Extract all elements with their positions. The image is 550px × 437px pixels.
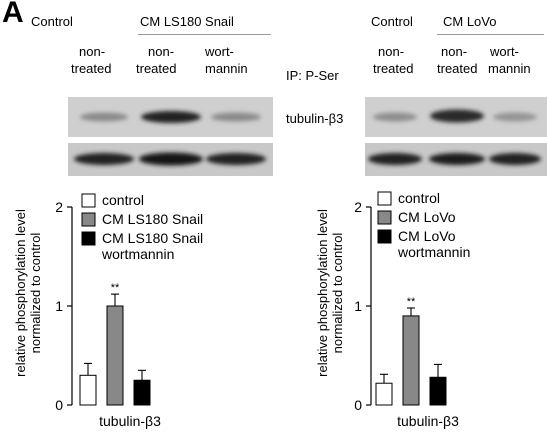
right-chart: 0 1 2 ** tubulin-β3 control CM LoVo CM LoVo wort… [300,185,550,430]
left-lane1-line2: treated [71,61,112,76]
right-group-label-treated: CM LoVo [443,14,497,29]
right-loading-blot [365,143,547,176]
left-chart-legend-swatch-1 [81,212,96,227]
left-chart-legend-label-2: CM LS180 Snail [102,230,203,246]
left-lane2-line1: non- [148,44,175,59]
left-group-label-treated: CM LS180 Snail [140,14,234,29]
ip-label: IP: P-Ser [286,68,339,83]
right-chart-bar-0 [375,382,393,406]
panel-letter: A [2,0,24,29]
right-chart-legend-swatch-0 [377,191,392,206]
right-chart-xlabel: tubulin-β3 [397,413,459,429]
right-chart-bar-2 [429,376,447,406]
protein-label: tubulin-β3 [286,111,344,126]
right-group-label-control: Control [371,14,413,29]
left-lane3-line1: wort- [205,44,234,59]
left-chart-legend-label-2-1: wortmannin [101,246,174,262]
right-loading-band-2 [429,153,485,165]
right-lane1-line1: non- [378,44,405,59]
right-chart-ytick-label-2: 2 [354,199,362,215]
right-loading-band-3 [489,153,541,165]
right-chart-legend-swatch-2 [377,229,392,244]
left-lane3-line2: mannin [205,61,248,76]
left-group-label-control: Control [31,14,73,29]
left-chart-legend-swatch-0 [81,193,96,208]
right-lane3-line2: mannin [488,61,531,76]
right-ip-band-1 [373,112,417,122]
right-lane2-line1: non- [441,44,468,59]
right-lane1-line2: treated [373,61,414,76]
left-chart-ytick-label-1: 1 [55,298,63,314]
left-chart-bar-2 [133,379,151,406]
right-chart-bar-1 [402,315,420,406]
right-chart-legend-label-0: control [398,190,440,206]
left-chart-significance-1: ** [111,282,120,294]
left-chart-bar-0 [79,374,97,406]
left-loading-blot [68,143,273,176]
left-chart: 0 1 2 ** tubulin-β3 control CM LS180 Snail CM L… [0,185,275,430]
left-loading-band-3 [206,153,266,165]
left-chart-legend-label-1: CM LS180 Snail [102,211,203,227]
left-chart-ytick-label-0: 0 [55,397,63,413]
right-chart-ytick-label-1: 1 [354,298,362,314]
right-chart-legend-swatch-1 [377,210,392,225]
right-ip-band-3 [493,112,537,122]
left-chart-ytick-label-2: 2 [55,199,63,215]
left-ip-band-2 [141,111,201,123]
left-group-line [138,34,271,35]
left-chart-legend-label-0: control [102,192,144,208]
left-chart-legend-swatch-2 [81,231,96,246]
left-chart-xlabel: tubulin-β3 [99,413,161,429]
right-loading-band-1 [368,153,422,165]
left-lane2-line2: treated [136,61,177,76]
left-ip-band-3 [211,112,261,122]
left-loading-band-2 [139,152,203,166]
right-chart-ytick-label-0: 0 [354,397,362,413]
right-ip-blot [365,97,547,137]
right-group-line [437,34,544,35]
right-chart-significance-1: ** [407,296,416,308]
left-ip-band-1 [80,112,128,122]
right-chart-legend-label-2-1: wortmannin [397,244,470,260]
right-lane2-line2: treated [437,61,478,76]
right-lane3-line1: wort- [490,44,519,59]
left-lane1-line1: non- [79,44,106,59]
left-loading-band-1 [74,153,134,165]
right-ip-band-2 [430,109,484,123]
right-chart-legend-label-1: CM LoVo [398,209,456,225]
left-ip-blot [68,97,273,137]
right-chart-legend-label-2: CM LoVo [398,228,456,244]
left-chart-bar-1 [106,305,124,406]
